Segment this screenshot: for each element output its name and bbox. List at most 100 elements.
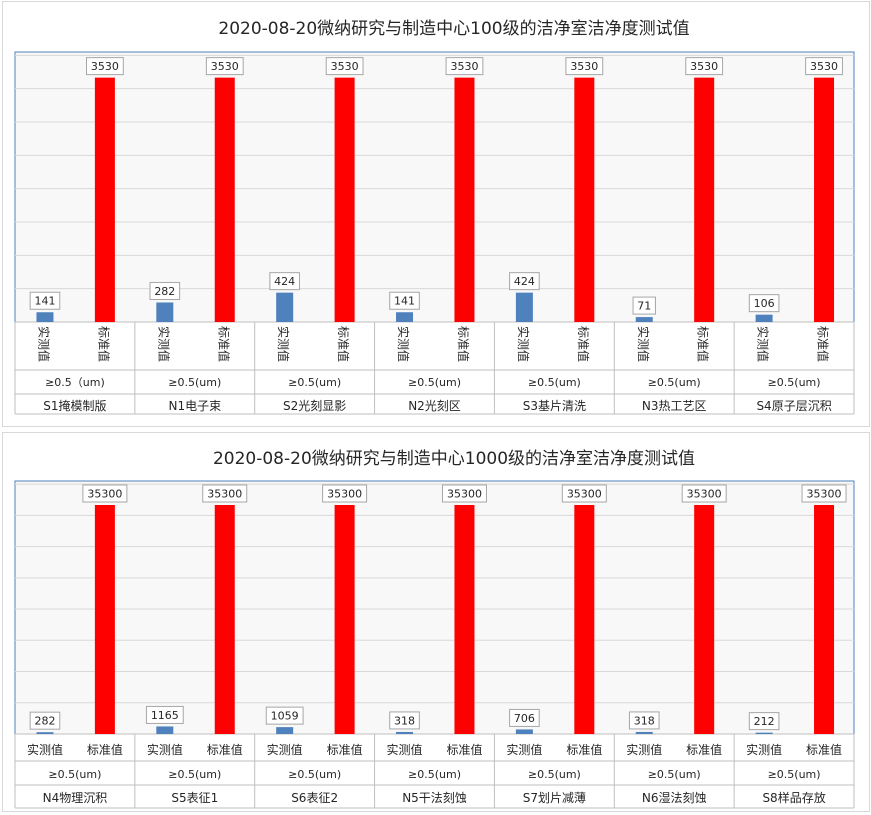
- bar-measured: [156, 302, 174, 322]
- data-label-box: [82, 484, 128, 503]
- category-label: S3基片清洗: [523, 399, 586, 413]
- data-label: 3530: [91, 60, 119, 73]
- bar-standard: [334, 77, 355, 322]
- data-label: 318: [394, 714, 415, 727]
- series-tick-label: 标准值: [686, 742, 722, 757]
- data-label: 424: [274, 275, 295, 288]
- bar-standard: [454, 505, 475, 734]
- chart-panel-class-100: 2020-08-20微纳研究与制造中心100级的洁净室洁净度测试值 141 实测值…: [2, 1, 870, 427]
- data-label: 212: [754, 715, 775, 728]
- data-label-box: [748, 712, 780, 731]
- data-label: 1059: [271, 710, 299, 723]
- category-label: N2光刻区: [408, 399, 461, 413]
- chart-title: 2020-08-20微纳研究与制造中心100级的洁净室洁净度测试值: [218, 19, 690, 39]
- data-label-box: [325, 57, 364, 76]
- series-tick-label: 实测值: [516, 326, 531, 362]
- category-label: S6表征2: [291, 791, 338, 805]
- data-label-box: [561, 484, 607, 503]
- particle-size-label: ≥0.5(um): [408, 376, 461, 389]
- category-label: S8样品存放: [762, 790, 825, 805]
- particle-size-label: ≥0.5(um): [408, 768, 461, 781]
- particle-size-label: ≥0.5(um): [168, 376, 221, 389]
- series-tick-label: 标准值: [216, 326, 231, 362]
- bar-measured: [36, 312, 54, 322]
- series-tick-label: 标准值: [446, 742, 482, 757]
- plot-area: [14, 51, 855, 323]
- particle-size-label: ≥0.5(um): [648, 768, 701, 781]
- particle-size-label: ≥0.5(um): [648, 376, 701, 389]
- chart-panel-class-1000: 2020-08-20微纳研究与制造中心1000级的洁净室洁净度测试值 282 实测…: [2, 432, 870, 812]
- bar-standard: [574, 505, 595, 734]
- data-label-box: [202, 484, 248, 503]
- bar-measured: [515, 292, 533, 322]
- data-label: 706: [514, 712, 535, 725]
- series-tick-label: 标准值: [566, 742, 602, 757]
- series-tick-label: 标准值: [576, 326, 591, 362]
- data-label-box: [805, 57, 843, 76]
- category-label: S2光刻显影: [283, 399, 346, 413]
- bar-measured: [515, 729, 533, 734]
- data-label: 424: [514, 275, 535, 288]
- data-label-box: [145, 705, 184, 724]
- data-label-box: [681, 484, 727, 503]
- data-label-box: [685, 57, 724, 76]
- bar-measured: [276, 727, 294, 734]
- data-label-box: [205, 57, 244, 76]
- data-label: 3530: [570, 60, 598, 73]
- series-tick-label: 标准值: [816, 326, 831, 362]
- bar-standard: [814, 77, 835, 322]
- data-label: 71: [637, 300, 651, 313]
- series-tick-label: 实测值: [626, 742, 662, 757]
- series-tick-label: 标准值: [87, 742, 123, 757]
- data-label-box: [565, 57, 604, 76]
- bar-standard: [94, 77, 115, 322]
- data-label-box: [509, 272, 540, 291]
- data-label-box: [801, 484, 847, 503]
- series-tick-label: 标准值: [806, 742, 842, 757]
- category-label: S5表征1: [171, 791, 218, 805]
- series-tick-label: 实测值: [387, 742, 423, 757]
- data-label-box: [322, 484, 368, 503]
- data-label-box: [445, 57, 484, 76]
- particle-size-label: ≥0.5(um): [768, 376, 821, 389]
- particle-size-label: ≥0.5(um): [528, 768, 581, 781]
- category-label: S7划片减薄: [523, 790, 586, 805]
- series-tick-label: 实测值: [396, 326, 411, 362]
- bar-measured: [36, 732, 54, 734]
- data-label: 3530: [450, 60, 478, 73]
- data-label-box: [389, 291, 420, 310]
- bar-standard: [214, 77, 235, 322]
- series-tick-label: 实测值: [36, 326, 51, 362]
- chart-title: 2020-08-20微纳研究与制造中心1000级的洁净室洁净度测试值: [212, 449, 696, 469]
- data-label: 3530: [810, 60, 838, 73]
- data-label-box: [628, 711, 660, 730]
- data-label: 3530: [690, 60, 718, 73]
- data-label: 282: [34, 715, 55, 728]
- bar-standard: [814, 505, 835, 734]
- bar-measured: [396, 731, 414, 734]
- category-label: N4物理沉积: [43, 791, 108, 805]
- category-label: N3热工艺区: [642, 399, 707, 413]
- bar-measured: [276, 292, 294, 322]
- data-label-box: [748, 294, 780, 313]
- bar-standard: [694, 505, 715, 734]
- data-label-box: [29, 291, 61, 310]
- data-label-box: [85, 57, 124, 76]
- bar-standard: [574, 77, 595, 322]
- particle-size-label: ≥0.5(um): [168, 768, 221, 781]
- data-label-box: [389, 711, 420, 730]
- bar-measured: [635, 317, 653, 322]
- particle-size-label: ≥0.5(um): [288, 768, 341, 781]
- plot-area: [14, 480, 855, 735]
- particle-size-label: ≥0.5(um): [288, 376, 341, 389]
- data-label-box: [441, 484, 487, 503]
- particle-size-label: ≥0.5(um): [768, 768, 821, 781]
- series-tick-label: 实测值: [746, 742, 782, 757]
- bar-standard: [694, 77, 715, 322]
- data-label: 35300: [687, 488, 722, 501]
- series-tick-label: 实测值: [147, 742, 183, 757]
- series-tick-label: 标准值: [336, 326, 351, 362]
- data-label: 35300: [567, 488, 602, 501]
- bar-chart-class-1000: 282 实测值 35300 标准值 ≥0.5(um) N4物理沉积 1165 实测值 35300…: [14, 480, 855, 809]
- data-label: 35300: [807, 488, 842, 501]
